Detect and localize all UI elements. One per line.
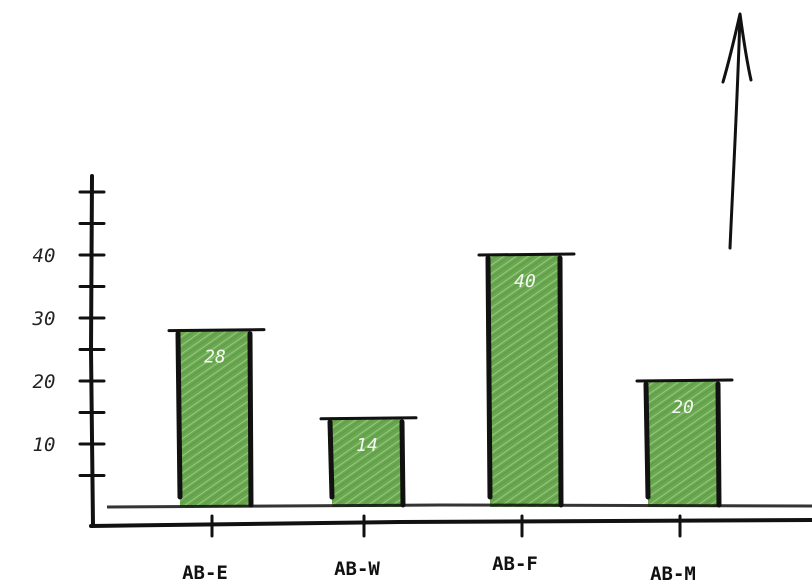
- y-tick-label-30: 30: [32, 308, 56, 330]
- bar-cap: [635, 378, 734, 383]
- bar-ab-f: 40: [477, 252, 576, 508]
- bar-ab-e: 28: [167, 328, 266, 508]
- bar-fill: [332, 418, 402, 507]
- bar-right-edge: [247, 331, 254, 508]
- y-axis-tick-labels: 10 20 30 40: [32, 245, 56, 456]
- x-category-label-ab-f: AB-F: [492, 553, 538, 575]
- x-axis-category-labels: AB-E AB-W AB-F AB-M: [182, 553, 696, 584]
- y-axis-ticks: [78, 190, 106, 477]
- bar-left-edge: [175, 331, 183, 500]
- y-tick-label-10: 10: [33, 434, 56, 456]
- bar-ab-m: 20: [635, 378, 734, 508]
- bar-cap: [319, 416, 418, 421]
- bar-cap: [477, 252, 576, 257]
- bar-left-edge: [643, 381, 651, 500]
- x-axis-ticks: [210, 514, 682, 538]
- y-tick-label-40: 40: [33, 245, 56, 267]
- bar-value-label: 14: [356, 435, 378, 456]
- x-axis: [89, 518, 812, 528]
- bar-value-label: 20: [672, 397, 694, 418]
- x-category-label-ab-w: AB-W: [334, 558, 380, 580]
- bar-fill: [490, 255, 560, 507]
- baseline: [106, 503, 812, 509]
- bar-value-label: 28: [204, 347, 226, 368]
- trend-arrow-icon: [721, 12, 753, 250]
- bars: 28 14 40 20: [167, 252, 734, 508]
- bar-ab-w: 14: [319, 416, 418, 508]
- bar-fill: [180, 330, 250, 507]
- bar-right-edge: [715, 381, 722, 508]
- x-category-label-ab-m: AB-M: [650, 563, 696, 584]
- bar-fill: [648, 381, 718, 507]
- x-category-label-ab-e: AB-E: [182, 562, 228, 584]
- y-tick-label-20: 20: [33, 371, 56, 393]
- bar-right-edge: [399, 419, 406, 508]
- bar-right-edge: [557, 255, 564, 508]
- bar-left-edge: [485, 255, 493, 500]
- bar-cap: [167, 328, 266, 333]
- bar-left-edge: [327, 419, 335, 500]
- bar-value-label: 40: [514, 271, 536, 292]
